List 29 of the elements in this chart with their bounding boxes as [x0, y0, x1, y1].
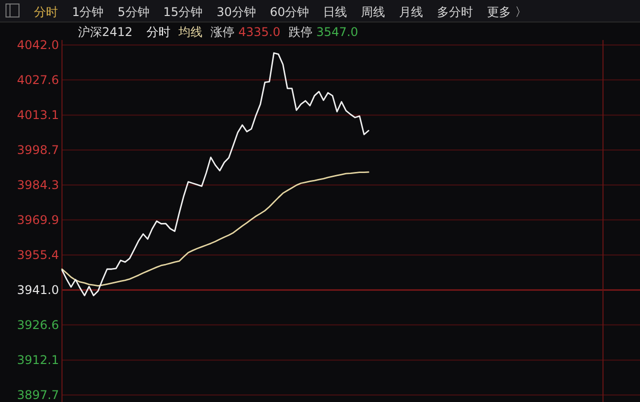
y-tick-label: 3897.7: [17, 388, 59, 402]
line-series: [61, 171, 370, 287]
y-tick-label: 3969.9: [17, 212, 59, 227]
text: 60分钟: [270, 5, 310, 19]
y-tick-label: 3984.3: [17, 178, 59, 192]
text: 分时: [146, 25, 171, 39]
chart-title: 沪深2412: [78, 25, 133, 39]
y-tick-label: 3912.1: [17, 353, 59, 368]
y-tick-label: 3998.7: [17, 143, 59, 158]
text: 分时: [34, 5, 58, 19]
line-series: [61, 52, 370, 296]
y-tick-label: 4027.6: [17, 72, 59, 87]
text: 1分钟: [72, 5, 104, 19]
text: 涨停 4335.0: [210, 25, 280, 39]
text: 多分时: [437, 5, 474, 19]
y-tick-label: 4013.1: [17, 108, 59, 122]
y-tick-label: 4042.0: [17, 38, 59, 52]
text: 5分钟: [118, 5, 150, 19]
y-tick-label: 3955.4: [17, 248, 59, 262]
y-tick-label: 3941.0: [17, 282, 59, 297]
text: 30分钟: [216, 5, 256, 19]
text: 均线: [178, 25, 203, 39]
text: 日线: [323, 5, 348, 19]
text: 更多 〉: [487, 5, 527, 19]
text: 跌停 3547.0: [288, 25, 358, 39]
text: 周线: [361, 5, 386, 19]
text: 15分钟: [163, 5, 203, 19]
text: 月线: [399, 5, 424, 19]
y-tick-label: 3926.6: [17, 318, 59, 332]
